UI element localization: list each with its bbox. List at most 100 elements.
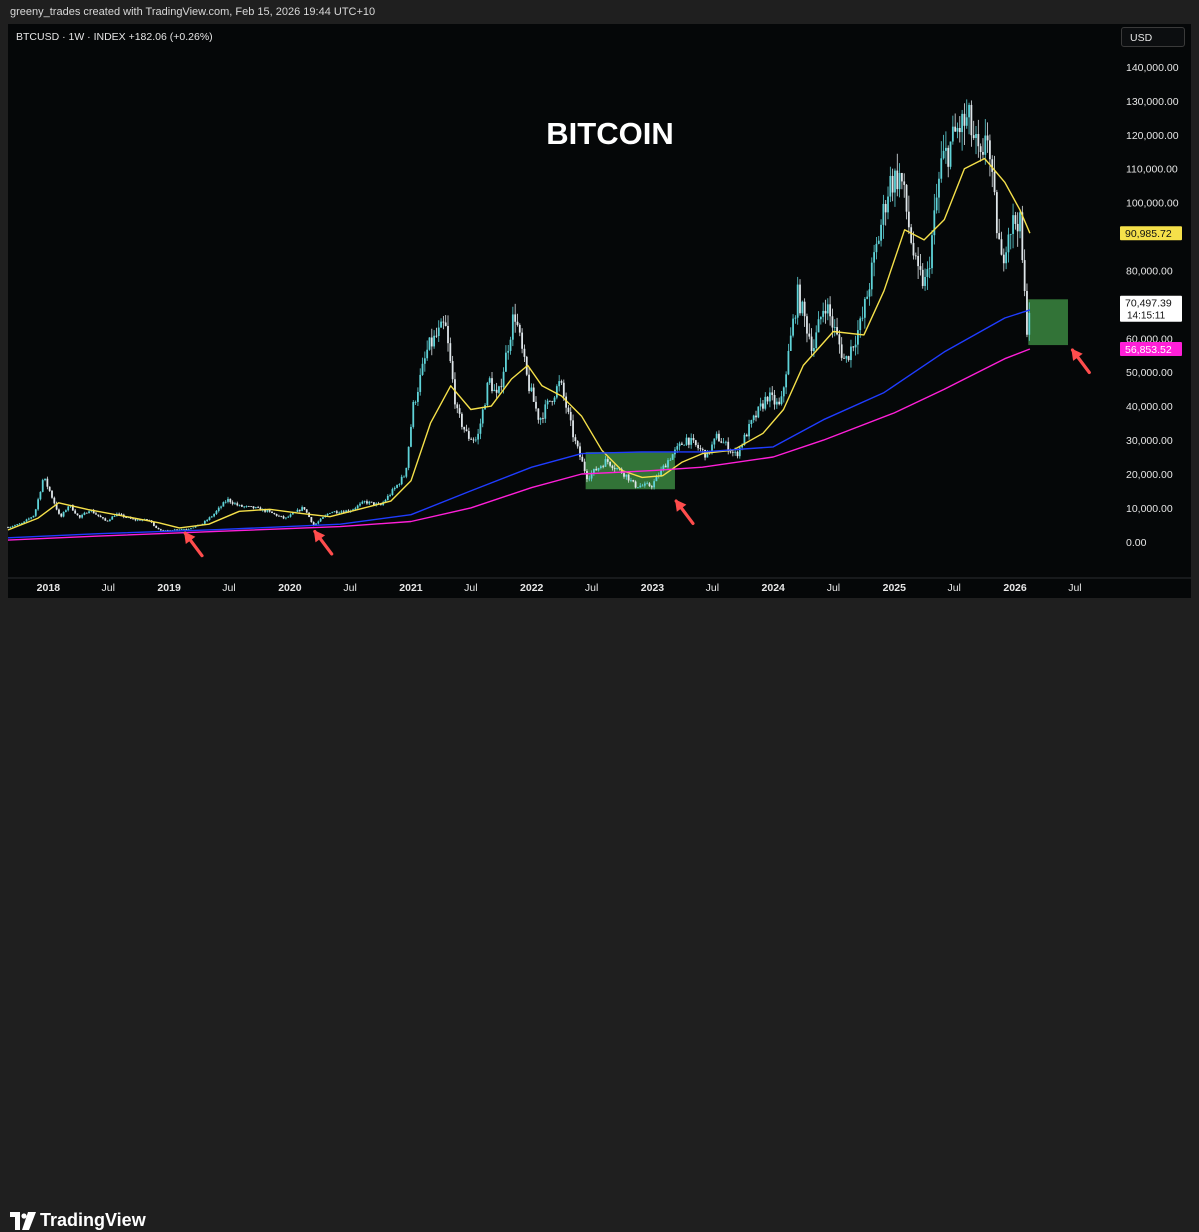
candle-body (125, 517, 128, 518)
candle-body (1012, 215, 1014, 234)
candle-body (46, 478, 49, 487)
candle-body (252, 506, 255, 509)
candle-body (706, 450, 709, 458)
candle-body (694, 440, 697, 445)
candle-body (829, 304, 832, 317)
candle-body (20, 523, 23, 524)
candle-body (164, 530, 167, 532)
y-tick-label: 120,000.00 (1126, 130, 1179, 142)
chart-panel[interactable] (8, 24, 1191, 598)
candle-body (78, 515, 81, 518)
candle-body (1002, 254, 1005, 264)
arrow-head (184, 531, 196, 544)
candle-body (81, 514, 84, 518)
currency-button[interactable]: USD (1121, 27, 1185, 47)
candle-body (579, 446, 581, 457)
candle-body (146, 519, 148, 521)
candle-body (1021, 212, 1024, 261)
candle-body (958, 128, 961, 133)
candle-body (731, 451, 734, 453)
candle-body (250, 506, 253, 507)
price-chart[interactable]: BITCOIN 0.00 10,000.00 20,000.00 30,000.00 4… (0, 0, 1199, 648)
candle-body (421, 363, 424, 375)
x-axis[interactable]: 2018 Jul 2019 Jul 2020 Jul 2021 Jul 2022 Jul 2023 J… (37, 582, 1082, 594)
candle-body (630, 479, 632, 481)
candle-body (319, 518, 322, 522)
candle-body (85, 512, 88, 514)
symbol-info[interactable]: BTCUSD · 1W · INDEX +182.06 (+0.26%) (16, 31, 213, 43)
candle-body (180, 529, 183, 530)
candle-body (118, 513, 121, 515)
candle-body (643, 483, 646, 486)
candle-body (845, 356, 848, 359)
candle-body (604, 459, 607, 467)
candle-body (301, 507, 304, 511)
candle-body (194, 526, 197, 528)
candle-body (954, 126, 957, 132)
countdown-label: 14:15:11 (1127, 311, 1166, 322)
candle-body (64, 510, 67, 512)
candle-body (523, 348, 526, 357)
candle-body (787, 350, 790, 375)
y-tick-label: 50,000.00 (1126, 367, 1173, 379)
candle-body (458, 408, 461, 414)
x-tick-label: 2026 (1003, 582, 1027, 594)
y-axis[interactable]: 0.00 10,000.00 20,000.00 30,000.00 40,000.00… (1126, 62, 1179, 549)
ma-long-value-label-bg (1120, 341, 1182, 356)
candle-body (838, 334, 841, 345)
candle-body (667, 460, 669, 468)
candle-body (210, 516, 213, 518)
candle-body (245, 506, 248, 507)
candle-body (727, 441, 730, 452)
candle-body (83, 512, 86, 515)
x-tick-label: Jul (585, 582, 598, 594)
candle-body (414, 401, 417, 403)
candle-body (62, 511, 65, 517)
candle-body (51, 490, 53, 498)
candle-body (220, 506, 222, 508)
y-tick-label: 30,000.00 (1126, 435, 1173, 447)
candle-body (857, 330, 859, 345)
candle-body (748, 424, 750, 437)
candle-body (312, 522, 315, 526)
candle-body (752, 415, 755, 421)
candle-body (472, 439, 475, 441)
candle-body (685, 437, 688, 445)
y-tick-label: 100,000.00 (1126, 198, 1179, 210)
candle-body (877, 240, 880, 244)
candle-body (928, 268, 931, 270)
x-tick-label: 2024 (762, 582, 786, 594)
chart-title: BITCOIN (546, 116, 673, 151)
candle-body (562, 382, 565, 397)
candle-body (949, 141, 952, 167)
candle-body (715, 433, 718, 439)
x-tick-label: 2020 (278, 582, 302, 594)
candle-body (400, 476, 403, 485)
candle-body (268, 510, 271, 512)
candle-body (831, 316, 834, 328)
candle-body (847, 356, 850, 361)
candle-body (481, 409, 484, 424)
candle-body (354, 508, 357, 510)
candle-body (335, 511, 338, 513)
arrow-head (1071, 348, 1083, 361)
candle-body (516, 321, 519, 325)
candle-body (363, 501, 366, 503)
candle-body (982, 151, 984, 155)
candle-body (111, 516, 114, 520)
candle-body (331, 512, 334, 514)
tradingview-logo[interactable]: TradingView (10, 1210, 150, 1232)
candle-body (572, 420, 574, 438)
candle-body (465, 429, 468, 432)
candle-body (507, 350, 510, 353)
candle-body (989, 140, 991, 160)
candle-body (1005, 252, 1008, 264)
candle-body (1016, 223, 1019, 232)
candle-body (238, 505, 241, 506)
candle-body (843, 357, 845, 359)
candle-body (947, 147, 950, 167)
candle-body (505, 352, 507, 372)
candle-body (326, 513, 329, 516)
candle-body (905, 184, 908, 212)
candle-body (437, 327, 440, 336)
